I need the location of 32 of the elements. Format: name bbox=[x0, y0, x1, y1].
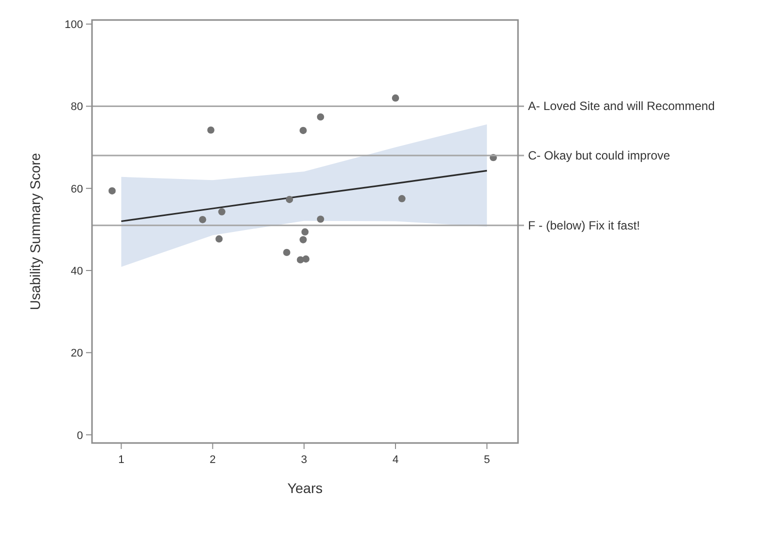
x-tick-label: 2 bbox=[210, 454, 216, 466]
line-series bbox=[120, 170, 488, 222]
x-axis-title: Years bbox=[287, 480, 323, 496]
x-tick-label: 3 bbox=[301, 454, 308, 466]
point bbox=[300, 126, 307, 134]
y-tick-label: 60 bbox=[70, 183, 83, 196]
point bbox=[199, 216, 206, 224]
point bbox=[108, 187, 116, 194]
x-tick-label: 4 bbox=[392, 454, 399, 466]
y-tick-label: 20 bbox=[70, 348, 83, 360]
y-axis-title: Usability Summary Score bbox=[27, 152, 43, 310]
y-tick-label: 40 bbox=[70, 266, 83, 278]
point bbox=[316, 216, 324, 223]
point bbox=[316, 113, 324, 121]
ref-line-label: C- Okay but could improve bbox=[528, 148, 670, 163]
ref-line-label: F - (below) Fix it fast! bbox=[528, 218, 640, 232]
y-tick-label: 80 bbox=[70, 101, 83, 114]
ref-line-label: A- Loved Site and will Recommend bbox=[528, 99, 715, 114]
point bbox=[301, 228, 309, 236]
x-tick-label: 1 bbox=[118, 454, 124, 466]
point bbox=[207, 126, 214, 134]
x-tick-label: 5 bbox=[484, 454, 490, 466]
point bbox=[283, 248, 290, 256]
y-tick-label: 0 bbox=[76, 430, 83, 442]
point bbox=[215, 235, 223, 242]
point bbox=[286, 196, 294, 204]
point bbox=[218, 208, 226, 216]
y-tick-label: 100 bbox=[64, 19, 83, 32]
point bbox=[392, 94, 400, 102]
point bbox=[398, 195, 406, 202]
point bbox=[302, 255, 310, 263]
point bbox=[300, 236, 307, 244]
